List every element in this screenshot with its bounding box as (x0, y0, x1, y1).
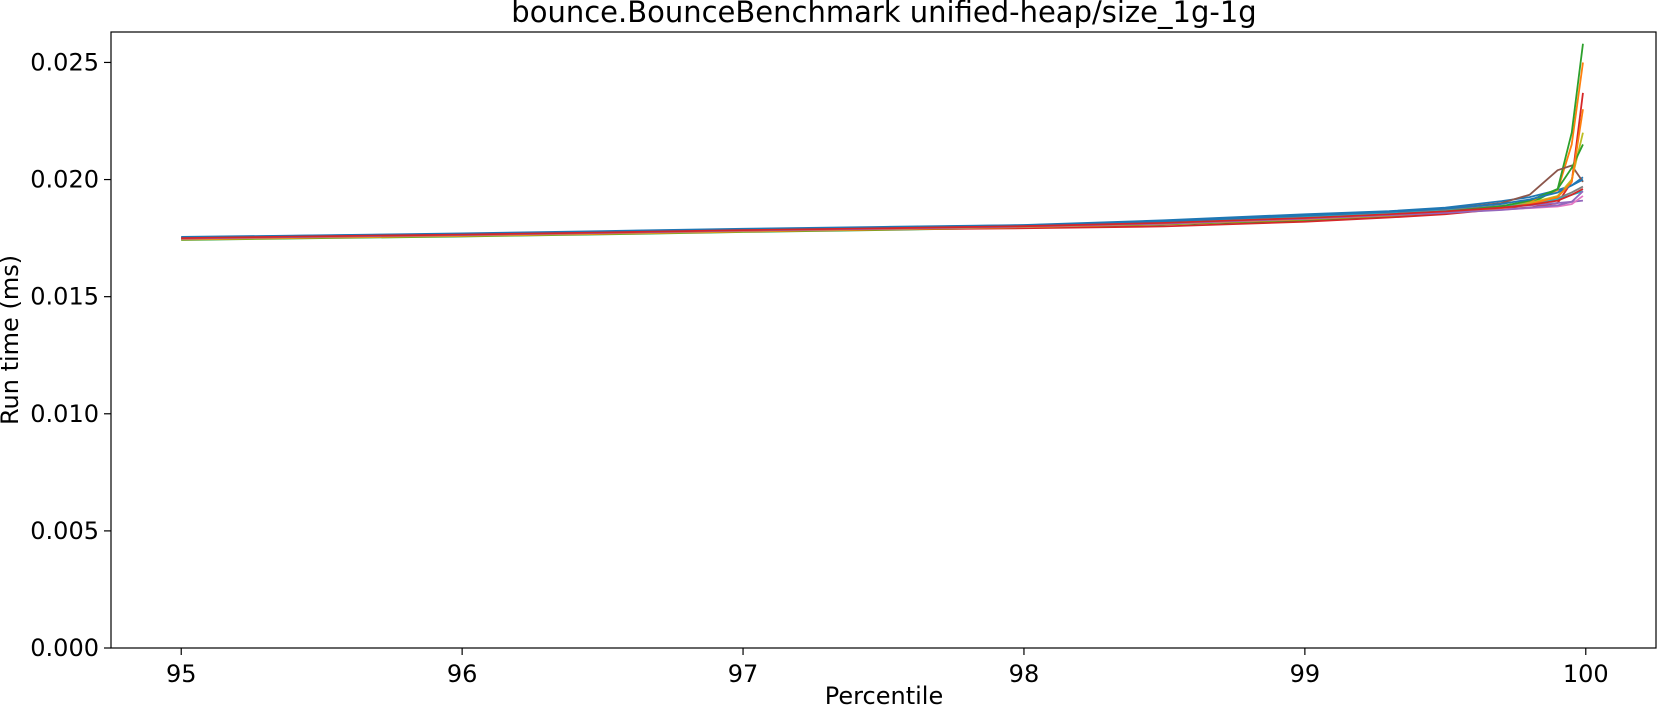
y-tick-label: 0.015 (30, 283, 99, 311)
y-axis: 0.000 0.005 0.010 0.015 0.020 0.025 (30, 48, 111, 662)
series-line-13 (181, 109, 1584, 240)
x-tick-label: 98 (1009, 660, 1040, 688)
series-line-11 (181, 144, 1584, 240)
x-tick-label: 99 (1290, 660, 1321, 688)
plot-frame (110, 31, 1657, 649)
y-tick-label: 0.020 (30, 166, 99, 194)
y-tick-label: 0.010 (30, 400, 99, 428)
series-line-15 (181, 188, 1584, 240)
x-tick-label: 95 (166, 660, 197, 688)
x-tick-label: 96 (447, 660, 478, 688)
y-tick-label: 0.005 (30, 517, 99, 545)
series-layer (181, 43, 1584, 241)
y-tick-label: 0.025 (30, 48, 99, 76)
y-tick-label: 0.000 (30, 634, 99, 662)
series-line-9 (181, 132, 1584, 241)
x-axis-label: Percentile (825, 682, 943, 710)
x-tick-label: 100 (1563, 660, 1609, 688)
y-axis-label: Run time (ms) (0, 255, 24, 425)
chart-title: bounce.BounceBenchmark unified-heap/size… (511, 0, 1256, 29)
x-tick-label: 97 (728, 660, 759, 688)
x-axis: 95 96 97 98 99 100 (166, 648, 1609, 688)
series-line-3 (181, 43, 1584, 241)
